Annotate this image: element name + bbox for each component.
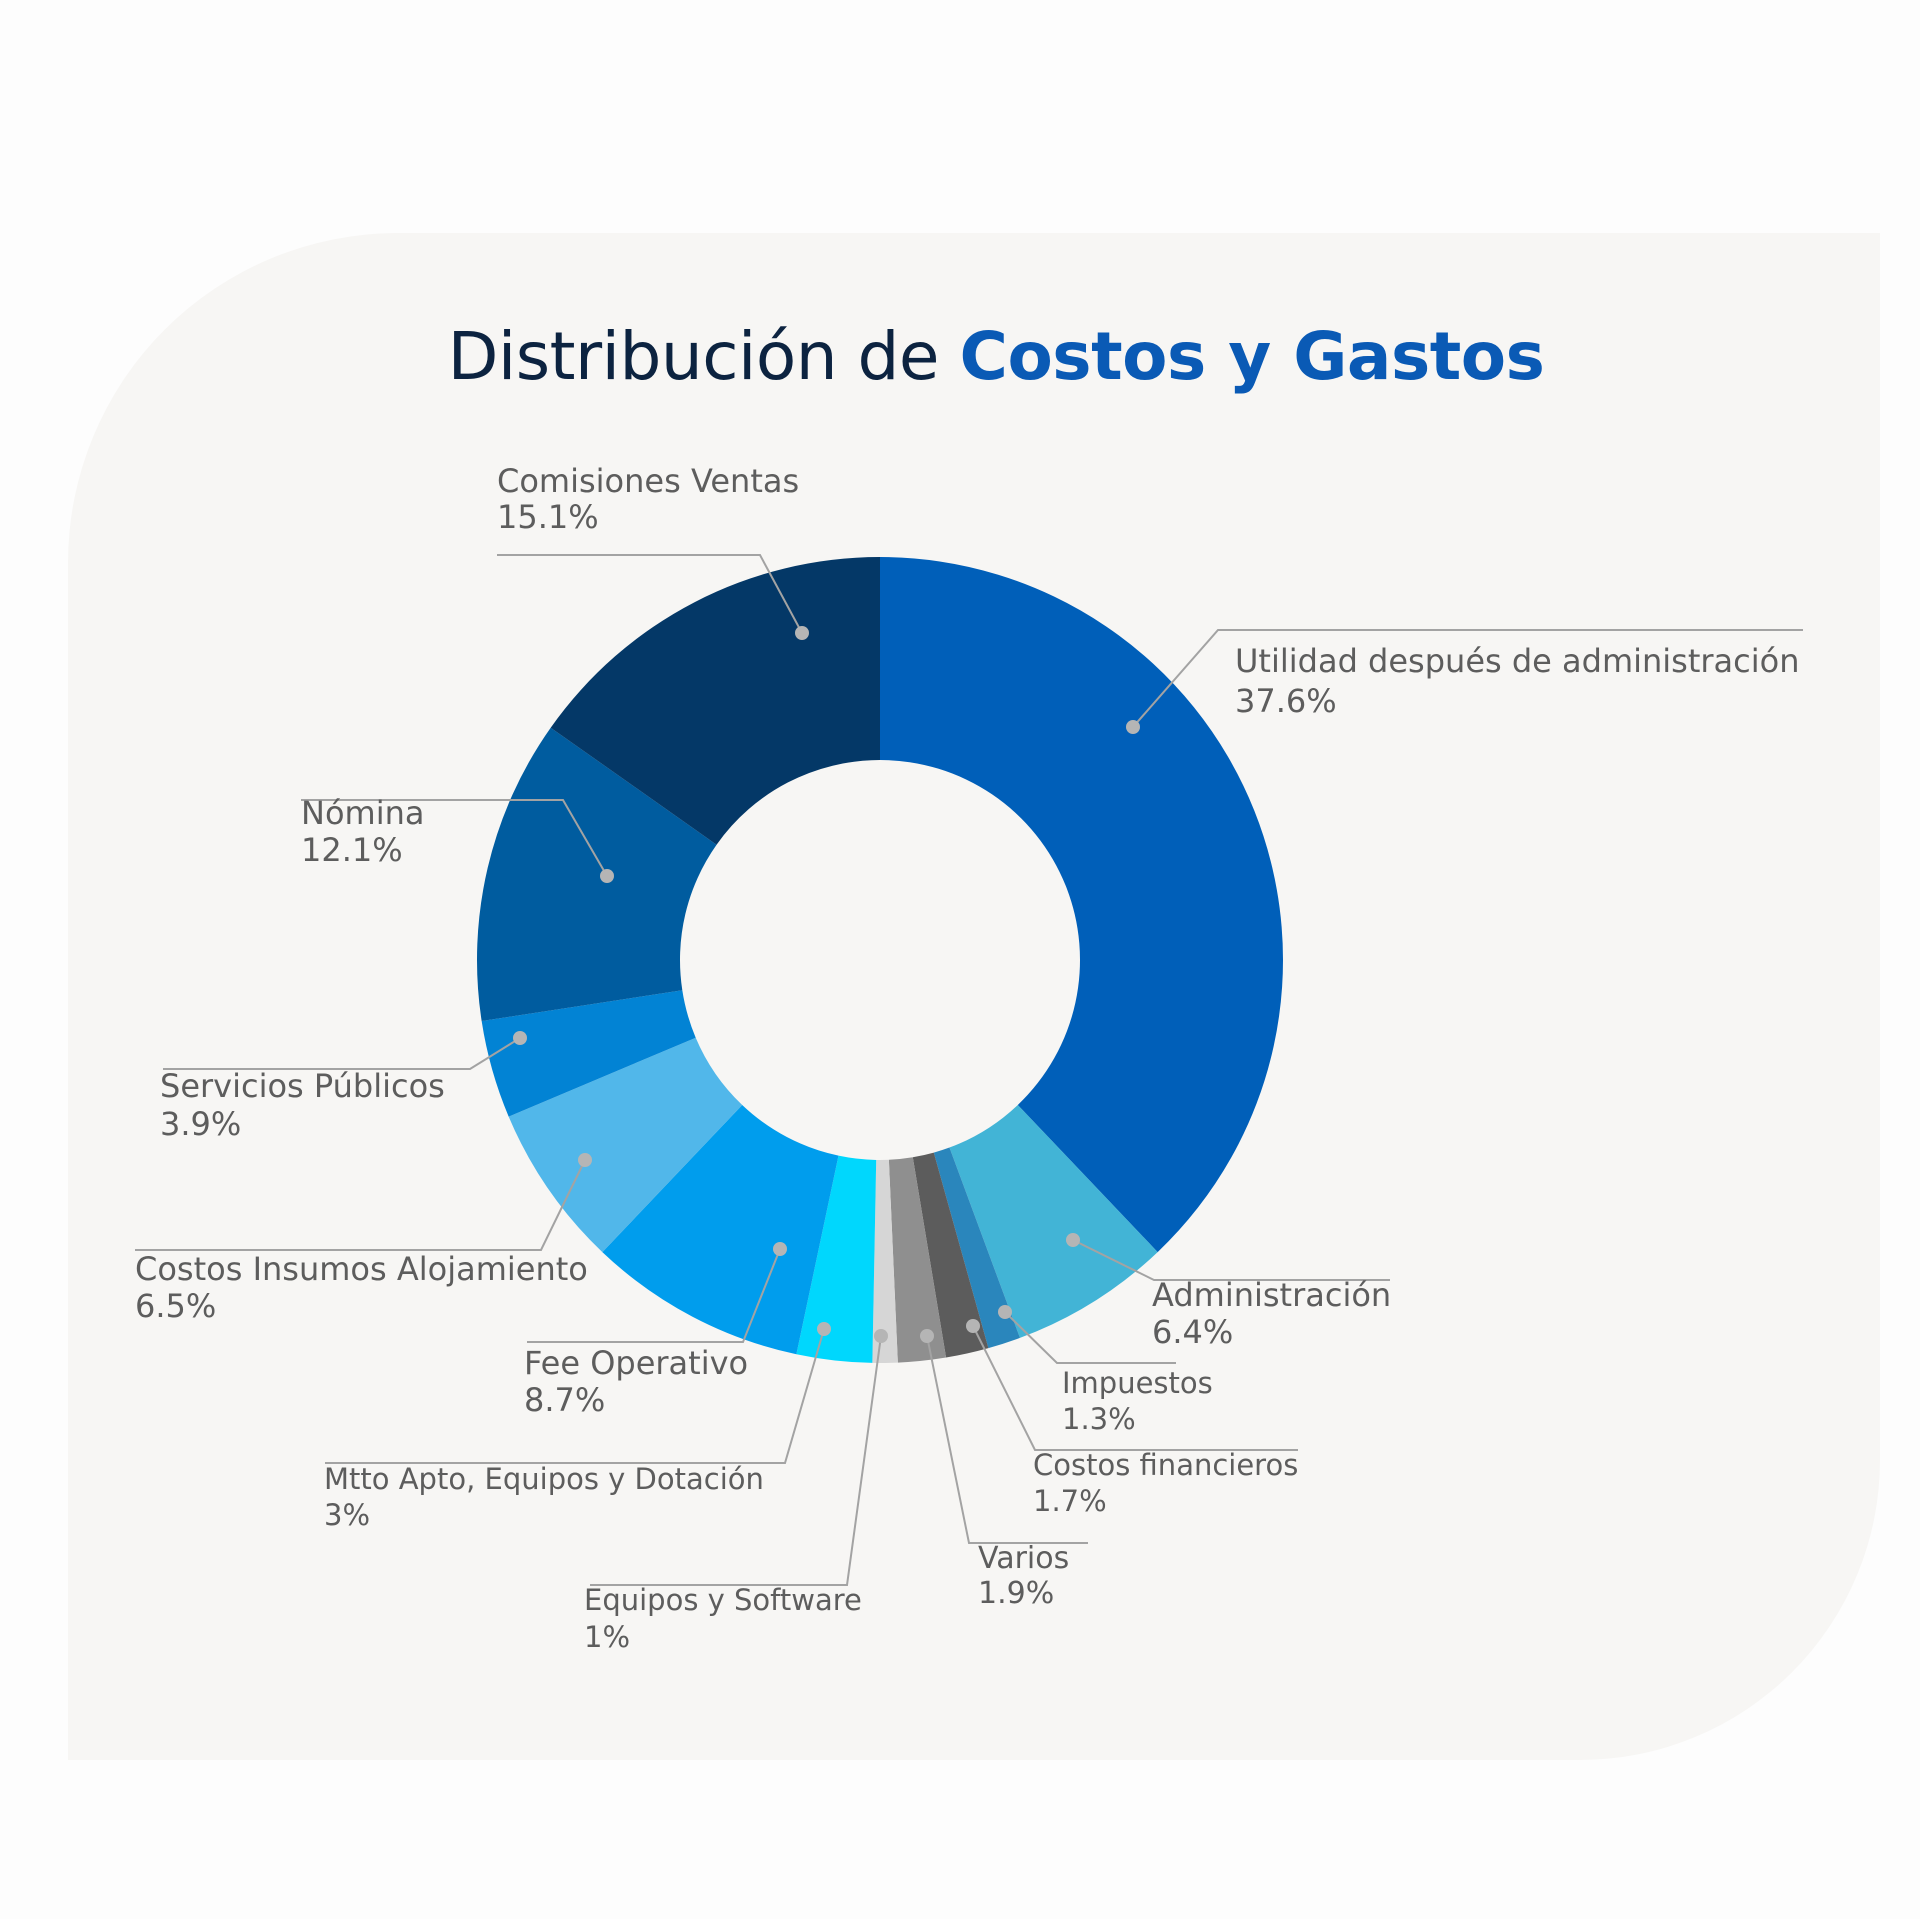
leader-line-equipos-y-software [590,1335,882,1586]
slice-label-equipos-y-software: Equipos y Software [584,1583,862,1617]
slice-value-impuestos: 1.3% [1062,1402,1136,1436]
leader-line-varios [926,1335,1088,1544]
leader-dot-costos-insumos-alojamiento [578,1153,592,1167]
leader-dot-comisiones-ventas [795,626,809,640]
leader-dot-mtto-apto-equipos-y-dotacion [817,1322,831,1336]
leader-line-comisiones-ventas [497,554,803,634]
leader-line-servicios-publicos [163,1037,521,1070]
slice-label-costos-financieros: Costos financieros [1033,1448,1298,1482]
slice-label-varios: Varios [978,1541,1069,1576]
leader-line-mtto-apto-equipos-y-dotacion [325,1328,825,1464]
slice-value-equipos-y-software: 1% [584,1620,630,1654]
slice-impuestos [933,1147,1020,1349]
slice-equipos-y-software [872,1159,898,1363]
slice-costos-financieros [912,1152,989,1358]
slice-value-comisiones-ventas: 15.1% [497,498,599,536]
slice-label-utilidad-despues-de-administracion: Utilidad después de administración [1235,642,1800,680]
leader-line-costos-insumos-alojamiento [135,1159,586,1251]
leader-dot-varios [920,1329,934,1343]
chart-card [68,233,1880,1760]
slice-label-nomina: Nómina [301,794,424,832]
chart-title: Distribución de Costos y Gastos [0,318,1920,395]
leader-dot-equipos-y-software [874,1329,888,1343]
leader-lines [135,554,1803,1586]
slice-nomina [477,727,717,1022]
slice-value-utilidad-despues-de-administracion: 37.6% [1235,682,1337,720]
leader-dot-administracion [1066,1233,1080,1247]
slice-value-mtto-apto-equipos-y-dotacion: 3% [324,1498,370,1532]
leader-dot-servicios-publicos [513,1031,527,1045]
slice-value-fee-operativo: 8.7% [524,1381,605,1419]
slice-value-servicios-publicos: 3.9% [160,1105,241,1143]
slice-label-costos-insumos-alojamiento: Costos Insumos Alojamiento [135,1250,588,1288]
title-prefix: Distribución de [447,318,940,395]
leader-line-nomina [301,799,608,877]
donut-slices [477,557,1284,1363]
leader-dot-impuestos [998,1305,1012,1319]
slice-value-varios: 1.9% [978,1576,1054,1611]
slice-administracion [949,1104,1158,1338]
leader-dot-nomina [600,869,614,883]
slice-value-costos-insumos-alojamiento: 6.5% [135,1287,216,1325]
slice-value-nomina: 12.1% [301,831,403,869]
slice-label-comisiones-ventas: Comisiones Ventas [497,462,799,500]
slice-label-servicios-publicos: Servicios Públicos [160,1067,445,1105]
slice-fee-operativo [602,1104,839,1355]
slice-value-costos-financieros: 1.7% [1033,1484,1107,1518]
leader-dot-utilidad-despues-de-administracion [1126,720,1140,734]
leader-line-administracion [1072,1239,1390,1281]
leader-line-fee-operativo [527,1248,781,1343]
leader-line-utilidad-despues-de-administracion [1132,629,1803,728]
slice-mtto-apto-equipos-y-dotacion [796,1155,877,1363]
leader-dot-costos-financieros [966,1319,980,1333]
leader-line-impuestos [1004,1311,1176,1364]
title-highlight: Costos y Gastos [959,318,1545,395]
leader-line-costos-financieros [972,1325,1298,1451]
slice-label-impuestos: Impuestos [1062,1366,1213,1400]
slice-label-mtto-apto-equipos-y-dotacion: Mtto Apto, Equipos y Dotación [324,1462,764,1496]
leader-dot-fee-operativo [773,1242,787,1256]
slice-varios [888,1157,947,1363]
slice-utilidad-despues-de-administracion [880,557,1284,1253]
slice-label-fee-operativo: Fee Operativo [524,1344,748,1382]
slice-servicios-publicos [481,990,696,1117]
slice-label-administracion: Administración [1152,1276,1391,1314]
slice-value-administracion: 6.4% [1152,1313,1233,1351]
